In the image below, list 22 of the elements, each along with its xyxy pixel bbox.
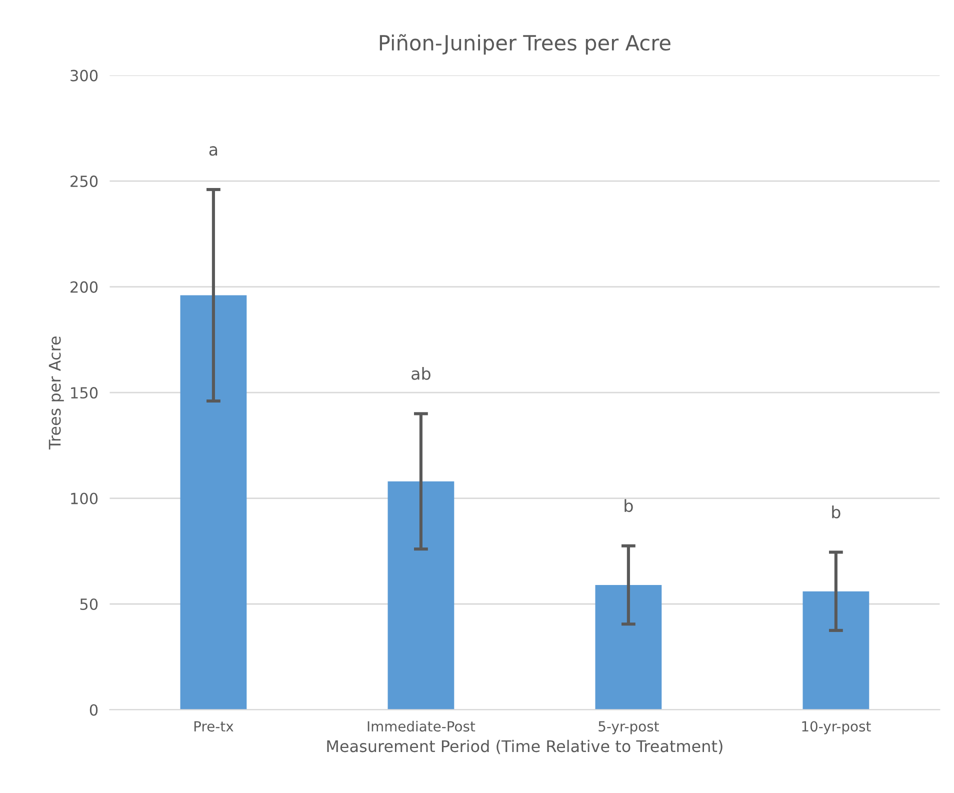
- y-axis-title: Trees per Acre: [48, 336, 64, 450]
- x-tick-label: Pre-tx: [194, 721, 234, 732]
- chart-title: Piñon-Juniper Trees per Acre: [380, 34, 670, 55]
- bar: [802, 591, 870, 710]
- x-tick-label: Immediate-Post: [368, 720, 476, 732]
- bar: [595, 584, 662, 710]
- y-tick-label: 50: [80, 598, 98, 610]
- y-tick-label: 100: [71, 492, 98, 504]
- annotation: b: [624, 499, 633, 512]
- bar: [180, 295, 247, 710]
- y-tick-label: 300: [70, 70, 98, 82]
- annotation: ab: [412, 366, 430, 380]
- x-tick-label: 10-yr-post: [802, 721, 871, 734]
- y-tick-label: 150: [71, 387, 98, 399]
- x-tick-label: 5-yr-post: [598, 721, 659, 734]
- annotation: b: [832, 506, 840, 518]
- bar: [388, 481, 454, 710]
- y-tick-label: 0: [90, 704, 98, 716]
- y-tick-label: 250: [70, 176, 98, 188]
- annotation: a: [209, 146, 218, 156]
- y-tick-label: 200: [70, 281, 98, 293]
- x-axis-title: Measurement Period (Time Relative to Treatment): [327, 740, 722, 754]
